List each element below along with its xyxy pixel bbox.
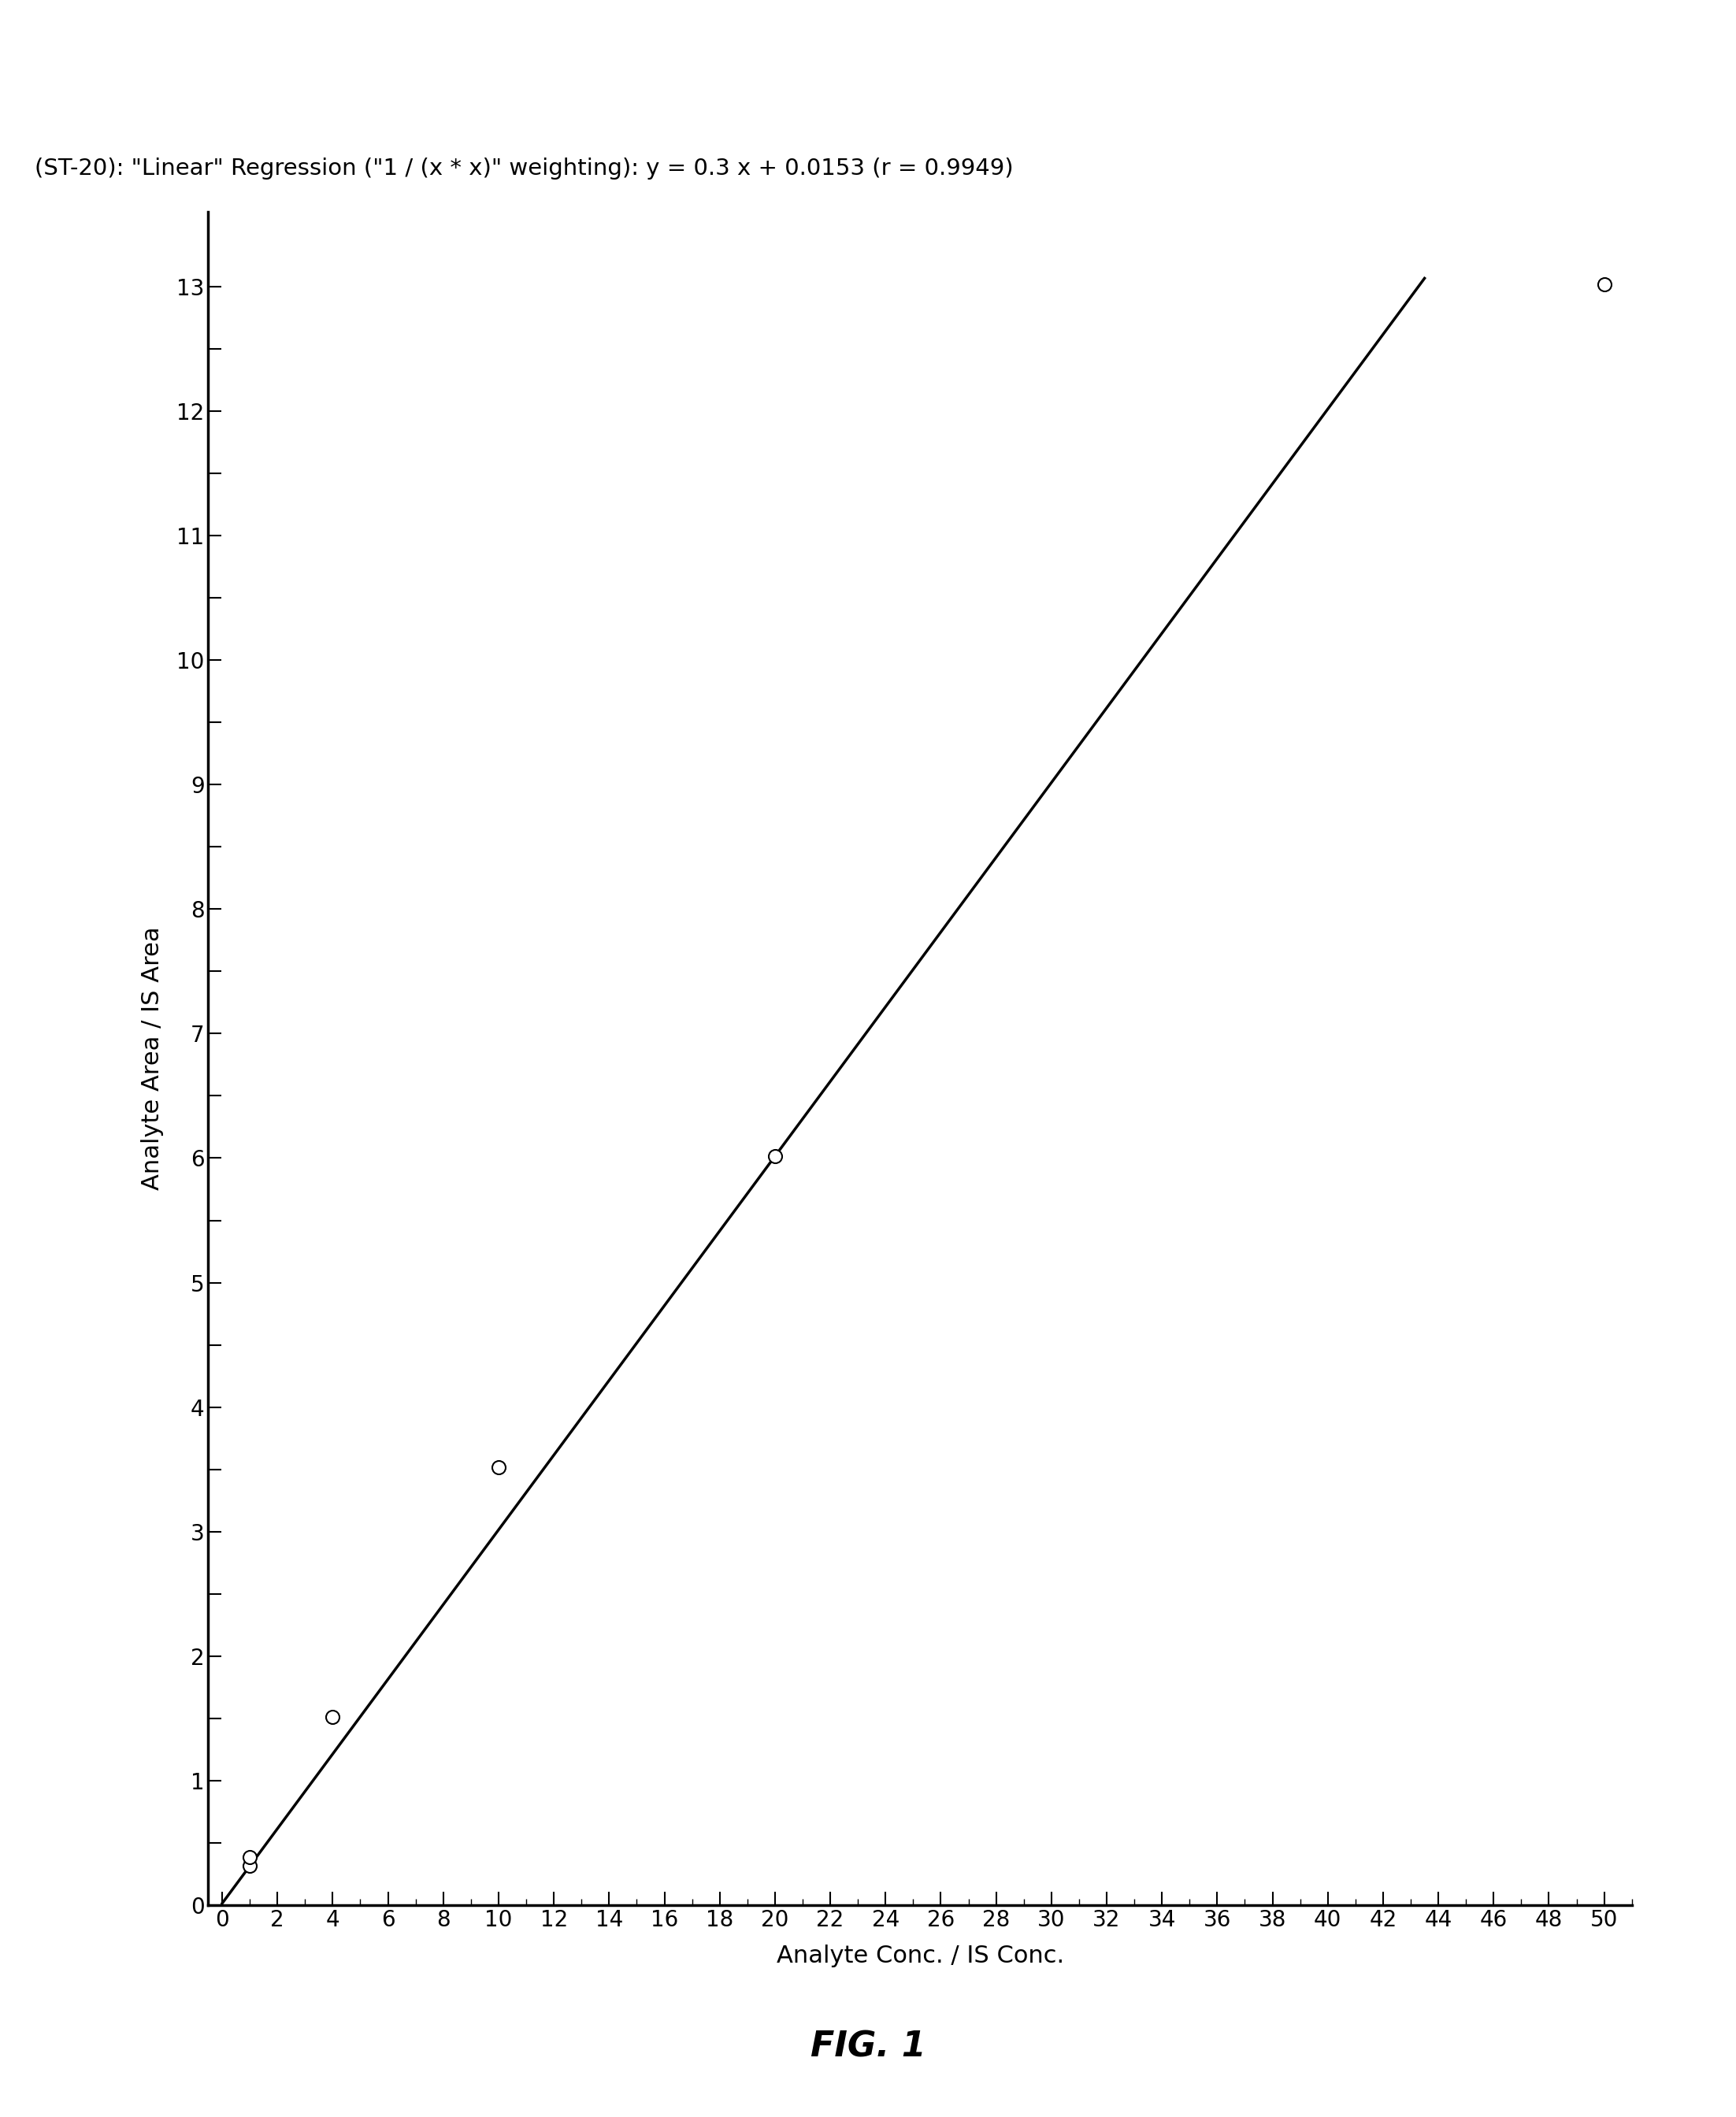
Point [484,1450,512,1484]
Y-axis label: Analyte Area / IS Area: Analyte Area / IS Area [141,927,163,1190]
Point [319,1700,347,1734]
Point [236,1840,264,1874]
X-axis label: Analyte Conc. / IS Conc.: Analyte Conc. / IS Conc. [776,1943,1064,1967]
Text: (ST-20): "Linear" Regression ("1 / (x * x)" weighting): y = 0.3 x + 0.0153 (r = : (ST-20): "Linear" Regression ("1 / (x * … [35,159,1014,180]
Point [236,1848,264,1882]
Point [1590,267,1618,301]
Text: FIG. 1: FIG. 1 [811,2030,925,2064]
Point [760,1139,788,1173]
